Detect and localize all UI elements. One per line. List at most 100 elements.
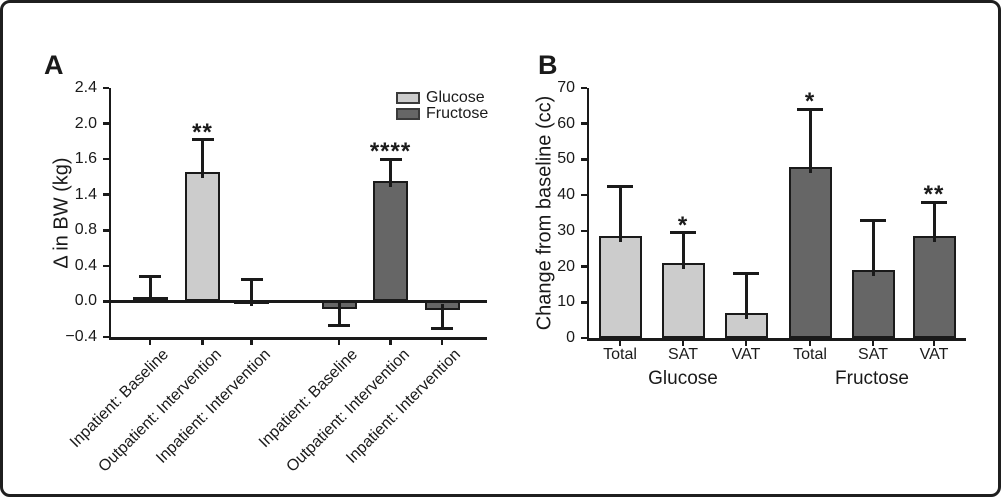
glucose-swatch-icon [396, 91, 420, 104]
error-bar-stem [932, 202, 936, 243]
y-tick [580, 158, 587, 161]
y-tick [102, 335, 109, 339]
error-bar-stem [440, 304, 444, 329]
error-bar-stem [744, 273, 748, 319]
error-bar-cap [139, 275, 161, 279]
bar-fructose-4 [373, 181, 408, 302]
error-bar-cap [607, 184, 633, 188]
y-tick [580, 193, 587, 197]
x-tick [808, 340, 812, 346]
error-bar-cap [921, 200, 947, 204]
error-bar-cap [860, 218, 886, 222]
significance-stars: **** [369, 138, 412, 166]
y-tick [580, 122, 587, 125]
y-tick-label: −0.4 [65, 328, 97, 345]
bar-glucose-0 [598, 236, 642, 338]
y-tick [580, 301, 587, 304]
y-tick [580, 86, 587, 90]
y-tick [102, 264, 109, 268]
error-bar-stem [148, 276, 152, 303]
y-tick-label: 60 [557, 114, 575, 132]
y-tick-label: 2.0 [74, 114, 97, 132]
x-tick [871, 340, 875, 346]
bar-fructose-5 [912, 236, 956, 338]
x-category-label: VAT [731, 346, 761, 363]
x-category-label: VAT [919, 346, 949, 363]
y-tick [580, 265, 587, 268]
bar-glucose-1 [661, 263, 705, 338]
significance-stars: * [677, 211, 689, 239]
y-tick-label: 0.0 [74, 292, 97, 310]
bar-fructose-4 [851, 270, 895, 338]
fructose-swatch-icon [396, 107, 420, 120]
y-tick-label: 0.4 [74, 256, 97, 274]
error-bar-stem [250, 279, 253, 306]
y-tick [102, 86, 109, 90]
y-tick-label: 2.4 [74, 79, 97, 96]
panel-b-label: B [538, 50, 558, 80]
y-tick-label: 0.8 [74, 221, 97, 239]
significance-stars: ** [923, 181, 945, 209]
error-bar-cap [191, 138, 214, 142]
legend-item-glucose: Glucose [396, 89, 488, 106]
y-tick-label: 0 [566, 329, 575, 346]
error-bar-stem [681, 232, 685, 269]
bar-glucose-1 [185, 172, 220, 302]
x-tick [744, 340, 748, 346]
y-tick [102, 300, 109, 303]
x-group-label: Fructose [835, 368, 909, 389]
x-tick [389, 339, 392, 345]
y-tick-label: 20 [557, 257, 575, 275]
panel-a-label: A [44, 50, 64, 80]
zero-baseline [111, 300, 487, 303]
y-tick-label: 50 [557, 150, 575, 168]
significance-stars: ** [192, 118, 213, 146]
x-category-label: SAT [858, 346, 888, 363]
x-tick [681, 340, 685, 346]
error-bar-stem [201, 139, 204, 179]
error-bar-cap [328, 323, 350, 327]
error-bar-cap [379, 157, 402, 161]
x-axis-line [586, 338, 966, 341]
x-tick [201, 339, 204, 345]
error-bar-stem [337, 303, 341, 326]
error-bar-stem [871, 220, 875, 277]
y-tick-label: 40 [557, 186, 575, 204]
x-tick [618, 340, 622, 346]
x-category-label: Total [793, 346, 827, 363]
y-tick-label: 10 [557, 293, 575, 311]
y-tick [102, 122, 109, 125]
y-tick [580, 229, 587, 233]
error-bar-stem [808, 109, 812, 173]
y-tick-label: 70 [557, 79, 575, 96]
legend-item-fructose: Fructose [396, 106, 488, 122]
x-category-label: Total [603, 346, 637, 363]
error-bar-cap [733, 272, 759, 276]
y-tick-label: 1.4 [74, 185, 97, 203]
y-tick-label: 30 [557, 221, 575, 239]
x-group-label: Glucose [648, 368, 718, 389]
significance-stars: * [804, 88, 816, 116]
y-axis-line [108, 88, 111, 340]
x-tick [148, 339, 152, 345]
y-tick [102, 157, 109, 161]
error-bar-stem [618, 186, 622, 243]
error-bar-cap [670, 231, 696, 235]
x-tick [337, 339, 341, 345]
y-tick [102, 193, 109, 196]
x-tick [250, 339, 253, 345]
x-tick [932, 340, 936, 346]
error-bar-cap [797, 107, 823, 111]
bar-fructose-3 [788, 166, 832, 338]
error-bar-cap [431, 327, 453, 331]
x-category-label: SAT [668, 346, 698, 363]
y-axis-line [586, 88, 589, 341]
x-tick [440, 339, 444, 345]
legend-label-glucose: Glucose [426, 89, 485, 106]
y-tick [102, 229, 109, 232]
y-tick [580, 336, 587, 340]
legend: Glucose Fructose [396, 90, 488, 122]
